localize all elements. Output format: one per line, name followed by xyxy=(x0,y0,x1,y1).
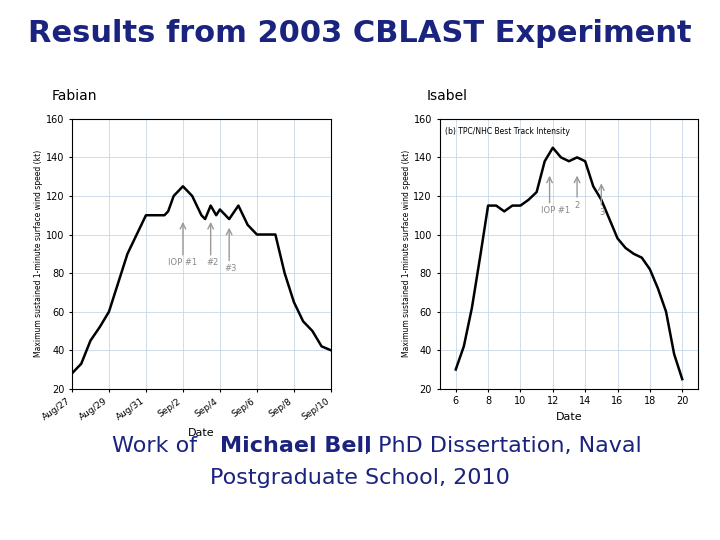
Y-axis label: Maximum sustained 1-minute surface wind speed (kt): Maximum sustained 1-minute surface wind … xyxy=(402,150,410,357)
Text: Work of: Work of xyxy=(112,435,204,456)
X-axis label: Date: Date xyxy=(188,428,215,438)
Text: IOP #1: IOP #1 xyxy=(168,258,197,267)
Text: Michael Bell: Michael Bell xyxy=(220,435,372,456)
X-axis label: Date: Date xyxy=(556,412,582,422)
Text: 3: 3 xyxy=(599,208,604,217)
Text: Isabel: Isabel xyxy=(427,89,467,103)
Text: 2: 2 xyxy=(575,200,580,210)
Text: IOP #1: IOP #1 xyxy=(541,206,571,215)
Text: Fabian: Fabian xyxy=(51,89,96,103)
Y-axis label: Maximum sustained 1-minute surface wind speed (kt): Maximum sustained 1-minute surface wind … xyxy=(34,150,43,357)
Text: #2: #2 xyxy=(206,258,218,267)
Text: Postgraduate School, 2010: Postgraduate School, 2010 xyxy=(210,468,510,488)
Text: , PhD Dissertation, Naval: , PhD Dissertation, Naval xyxy=(364,435,642,456)
Text: (b) TPC/NHC Best Track Intensity: (b) TPC/NHC Best Track Intensity xyxy=(445,127,570,136)
Text: #3: #3 xyxy=(225,264,237,273)
Text: Results from 2003 CBLAST Experiment: Results from 2003 CBLAST Experiment xyxy=(28,19,692,48)
